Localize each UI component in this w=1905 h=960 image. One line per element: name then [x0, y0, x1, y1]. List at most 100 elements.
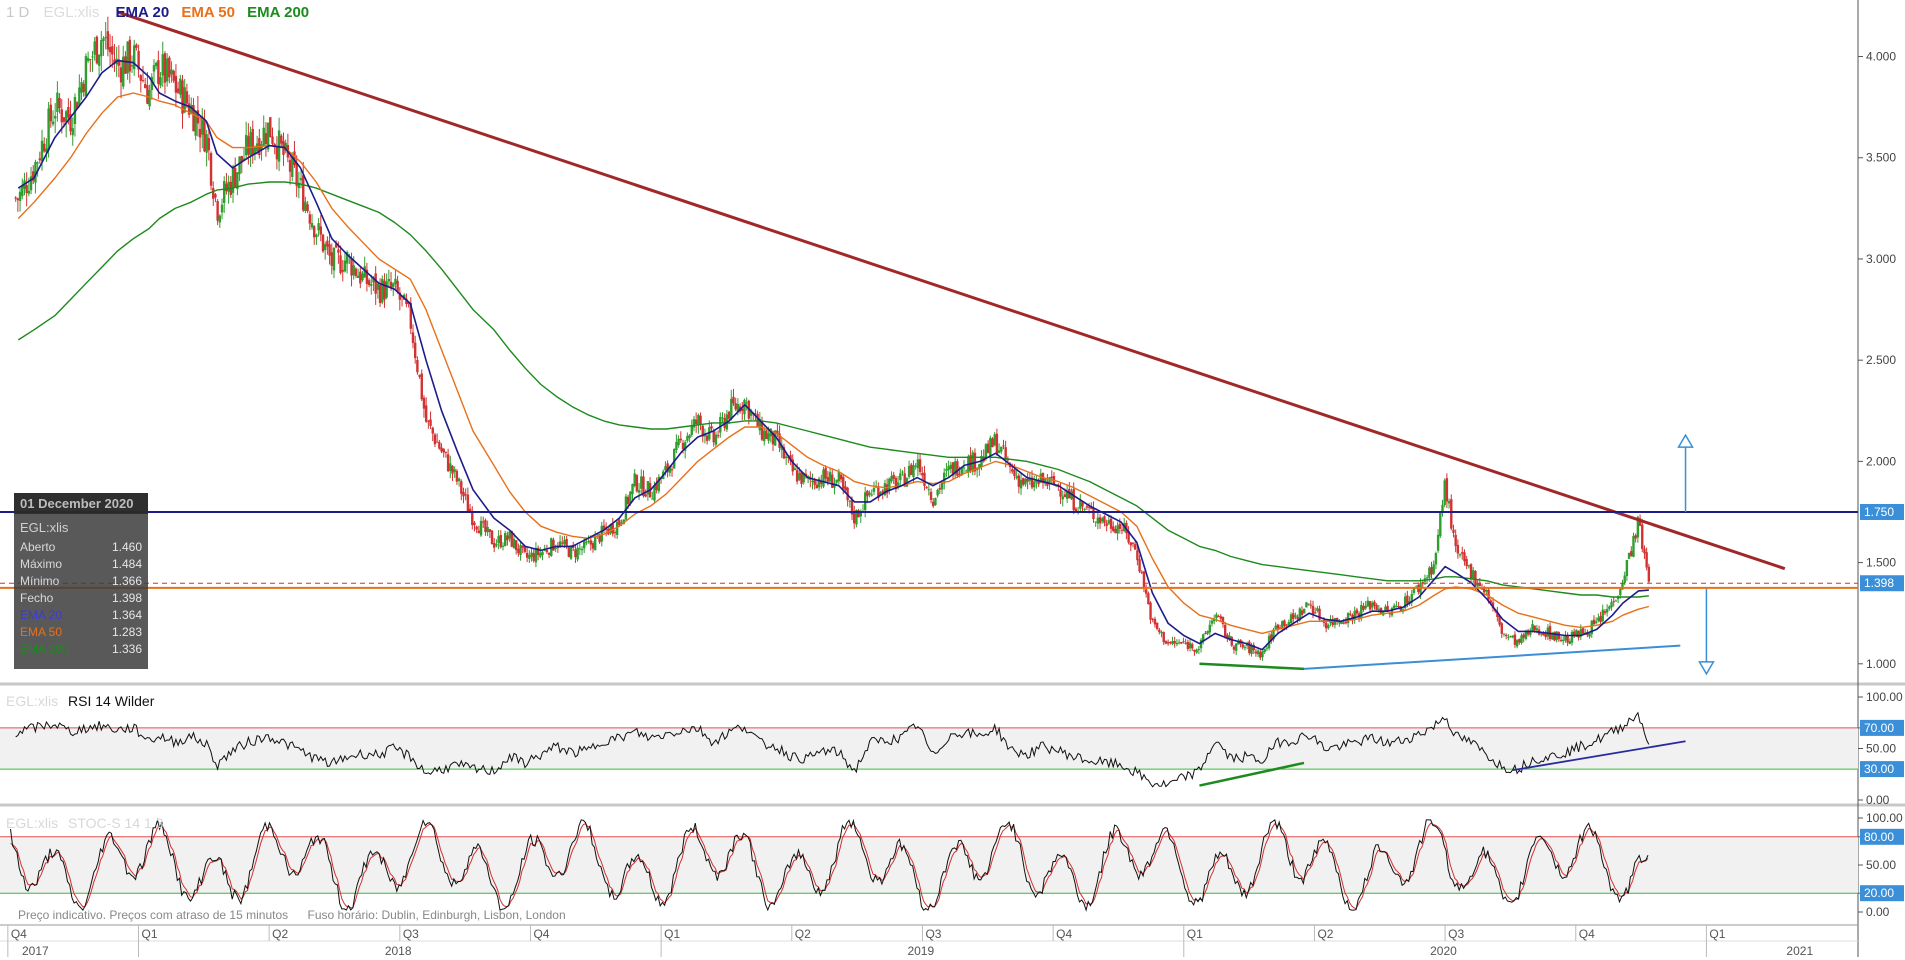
candle-body: [84, 56, 88, 97]
candle-body: [319, 226, 322, 235]
candle-body: [1590, 620, 1593, 635]
candle-body: [1410, 593, 1413, 603]
candle-body: [1305, 602, 1308, 608]
candle-body: [453, 469, 456, 472]
candle-body: [1562, 639, 1565, 642]
candle-body: [1425, 577, 1429, 579]
candle-body: [53, 116, 57, 119]
candle-body: [536, 547, 540, 556]
candle-body: [512, 538, 516, 548]
candle-body: [927, 489, 931, 491]
target-arrow-up-head: [1677, 433, 1694, 448]
candle-body: [475, 526, 478, 530]
candle-body: [269, 117, 272, 138]
info-label: Aberto: [20, 540, 56, 554]
candle-body: [828, 472, 832, 482]
stoch-panel-title: EGL:xlis STOC-S 14 1 3: [6, 815, 163, 831]
candle-body: [1450, 499, 1453, 529]
candle-body: [137, 50, 140, 70]
candle-body: [613, 532, 617, 534]
downtrend-line: [117, 10, 1786, 571]
candle-body: [1520, 635, 1523, 644]
info-label: Fecho: [20, 591, 54, 605]
candle-body: [923, 472, 926, 486]
candle-body: [1250, 645, 1253, 655]
candle-body: [363, 266, 366, 278]
candle-body: [815, 484, 819, 489]
ema50-legend[interactable]: EMA 50: [181, 4, 235, 21]
candle-body: [1630, 551, 1633, 557]
quarter-label: Q1: [1187, 927, 1203, 941]
candle-body: [477, 530, 481, 534]
candle-body: [881, 490, 884, 493]
candle-body: [86, 58, 90, 62]
candle-body: [896, 482, 900, 487]
candle-body: [165, 58, 169, 82]
candle-body: [787, 457, 790, 459]
candle-body: [271, 136, 274, 144]
candle-body: [280, 135, 283, 144]
candle-body: [1478, 582, 1482, 587]
candle-body: [1105, 523, 1108, 526]
candle-body: [1533, 625, 1536, 631]
candle-body: [629, 491, 632, 504]
candle-body: [1496, 611, 1499, 618]
candle-body: [1208, 624, 1212, 633]
candle-body: [1256, 650, 1260, 655]
candle-body: [1232, 646, 1236, 650]
candle-body: [916, 459, 920, 469]
candle-body: [817, 478, 821, 488]
candle-body: [299, 178, 303, 181]
candle-body: [644, 494, 647, 497]
target-arrow-down-head: [1698, 661, 1715, 676]
candle-body: [1634, 535, 1637, 539]
candle-body: [332, 248, 336, 271]
ema20-legend[interactable]: EMA 20: [115, 4, 170, 21]
candle-body: [1035, 479, 1038, 483]
candle-body: [1454, 534, 1457, 547]
candle-body: [1155, 622, 1159, 629]
quarter-label: Q3: [925, 927, 941, 941]
quarter-label: Q4: [1579, 927, 1595, 941]
info-value: 1.366: [111, 574, 142, 588]
candle-body: [181, 80, 184, 114]
candle-body: [1096, 517, 1100, 524]
candle-body: [765, 430, 768, 439]
candle-body: [883, 483, 887, 495]
candle-body: [745, 402, 748, 404]
candle-body: [435, 441, 439, 443]
info-label: Máximo: [20, 557, 63, 571]
candle-body: [1338, 622, 1341, 624]
candle-body: [1443, 480, 1446, 505]
candle-body: [760, 420, 764, 440]
ema200-legend[interactable]: EMA 200: [247, 4, 310, 21]
candle-body: [100, 40, 103, 57]
candle-body: [940, 482, 944, 490]
candle-body: [16, 198, 20, 201]
candle-body: [108, 47, 112, 53]
candle-body: [1085, 506, 1089, 508]
price-tick-label: 1.000: [1866, 657, 1896, 671]
stoch-name[interactable]: STOC-S 14 1 3: [68, 815, 164, 831]
candle-body: [1397, 606, 1400, 608]
candle-body: [367, 280, 371, 286]
rsi-name[interactable]: RSI 14 Wilder: [68, 693, 155, 709]
candle-body: [266, 122, 270, 150]
candle-body: [1612, 601, 1615, 603]
candle-body: [683, 442, 687, 451]
quarter-label: Q3: [1448, 927, 1464, 941]
candle-body: [354, 268, 358, 276]
candle-body: [409, 303, 412, 329]
candle-body: [293, 151, 296, 166]
candle-body: [413, 342, 417, 359]
candle-body: [776, 430, 779, 434]
candle-body: [67, 107, 70, 118]
candle-body: [253, 146, 257, 154]
candle-body: [1608, 606, 1611, 609]
candle-body: [310, 222, 314, 228]
candle-body: [1092, 508, 1095, 520]
candle-body: [780, 445, 783, 450]
candle-body: [1428, 567, 1431, 578]
candle-body: [1070, 491, 1073, 500]
